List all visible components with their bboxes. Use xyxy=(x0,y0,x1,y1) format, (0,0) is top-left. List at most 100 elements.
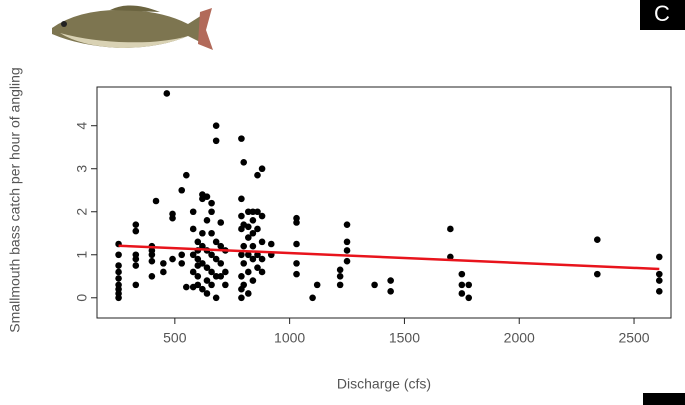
point xyxy=(203,264,211,271)
point xyxy=(240,158,248,166)
point xyxy=(655,288,663,295)
point xyxy=(593,270,601,278)
point xyxy=(148,257,156,265)
point xyxy=(132,281,140,289)
point xyxy=(132,227,140,235)
point xyxy=(194,238,202,246)
point xyxy=(245,234,252,241)
point xyxy=(160,260,167,267)
point xyxy=(655,253,663,261)
trend-line xyxy=(118,244,660,271)
point xyxy=(148,251,156,259)
fish-illustration xyxy=(52,5,213,50)
point xyxy=(115,262,122,269)
point xyxy=(199,242,206,250)
point xyxy=(238,251,245,259)
point xyxy=(115,251,122,259)
point xyxy=(254,225,261,233)
point xyxy=(343,247,351,254)
point xyxy=(387,277,394,284)
point xyxy=(169,214,176,222)
plot-frame xyxy=(96,86,672,319)
point xyxy=(258,212,266,220)
x-tick-label: 500 xyxy=(163,330,187,346)
y-tick-label: 1 xyxy=(74,251,90,259)
point xyxy=(238,272,245,280)
point xyxy=(203,290,211,297)
point xyxy=(212,137,220,145)
point xyxy=(212,238,220,246)
x-axis-label: Discharge (cfs) xyxy=(337,376,431,392)
point xyxy=(254,264,261,271)
point xyxy=(343,238,351,246)
point xyxy=(245,290,252,297)
point xyxy=(189,251,197,259)
point xyxy=(178,186,186,194)
point xyxy=(132,221,140,228)
point xyxy=(183,283,190,291)
point xyxy=(655,277,663,284)
point xyxy=(458,270,466,278)
y-tick-label: 2 xyxy=(74,208,90,216)
point xyxy=(203,193,211,200)
point xyxy=(249,208,257,216)
point xyxy=(189,208,197,216)
point xyxy=(189,225,197,233)
point xyxy=(249,277,257,284)
point xyxy=(169,255,176,263)
corner-box xyxy=(640,0,685,30)
point xyxy=(115,285,122,293)
point xyxy=(178,251,186,259)
point xyxy=(249,217,257,224)
point xyxy=(189,268,197,276)
point xyxy=(208,208,215,216)
point xyxy=(238,135,245,142)
point xyxy=(115,294,122,302)
point xyxy=(447,253,454,261)
point xyxy=(343,257,351,265)
y-axis-label: Smallmouth bass catch per hour of anglin… xyxy=(7,67,23,332)
point xyxy=(309,294,316,302)
point xyxy=(249,242,257,250)
point xyxy=(203,217,211,224)
point xyxy=(254,208,261,216)
point xyxy=(212,294,220,302)
point xyxy=(336,266,344,274)
point xyxy=(240,242,248,250)
point xyxy=(254,171,261,179)
point xyxy=(258,268,266,276)
point xyxy=(336,281,344,289)
point xyxy=(258,255,266,263)
point xyxy=(238,294,245,302)
point xyxy=(593,236,601,244)
point xyxy=(132,262,140,269)
point xyxy=(293,219,300,226)
point xyxy=(387,288,394,295)
point xyxy=(293,260,300,267)
x-tick-label: 2000 xyxy=(504,330,535,346)
point xyxy=(208,251,215,259)
point xyxy=(217,219,225,226)
point xyxy=(254,251,261,259)
point xyxy=(245,223,252,231)
point xyxy=(163,90,171,97)
corner-label: C xyxy=(654,1,670,26)
point xyxy=(199,229,206,237)
y-tick-label: 3 xyxy=(74,165,90,173)
point xyxy=(160,268,167,276)
point xyxy=(371,281,378,289)
point xyxy=(293,240,300,248)
point xyxy=(152,197,160,205)
corner-box xyxy=(643,393,685,405)
point xyxy=(212,122,220,130)
point xyxy=(217,260,225,267)
point xyxy=(465,294,473,302)
point xyxy=(245,208,252,216)
point xyxy=(222,268,229,276)
x-tick-label: 1500 xyxy=(389,330,420,346)
point xyxy=(249,255,257,263)
point xyxy=(212,272,220,280)
x-tick-label: 2500 xyxy=(618,330,649,346)
point xyxy=(132,255,140,263)
